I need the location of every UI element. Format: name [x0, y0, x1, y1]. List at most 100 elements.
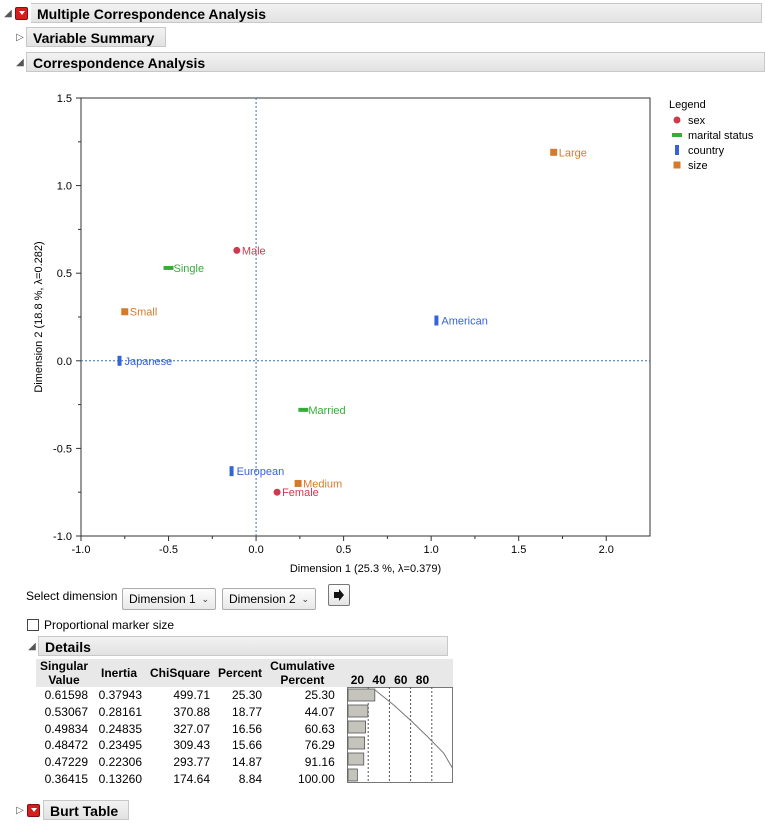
table-cell-sv: 0.61598: [44, 688, 89, 703]
point-label-european: European: [237, 466, 285, 478]
legend-marker-sex: [673, 116, 681, 124]
point-label-single: Single: [174, 263, 205, 275]
table-cell-cum: 44.07: [304, 704, 335, 719]
scree-bar: [347, 688, 375, 702]
scree-bar: [347, 720, 366, 734]
column-header: Singular Value: [36, 659, 93, 687]
x-tick-label: 1.0: [424, 544, 439, 556]
table-cell-sv: 0.49834: [44, 721, 89, 736]
scree-plot: [346, 687, 454, 783]
point-japanese: [117, 355, 122, 366]
table-row: 0.36415 0.13260 174.64 8.84 100.00: [36, 770, 453, 787]
x-tick-label: 0.0: [248, 544, 263, 556]
table-cell-chisq: 327.07: [173, 721, 211, 736]
y-tick-label: 1.5: [57, 93, 72, 105]
point-label-american: American: [441, 316, 487, 328]
table-cell-chisq: 370.88: [173, 704, 211, 719]
table-cell-cum: 76.29: [304, 738, 335, 753]
point-label-japanese: Japanese: [125, 356, 173, 368]
table-cell-sv: 0.48472: [44, 738, 89, 753]
x-tick-label: -0.5: [159, 544, 178, 556]
scree-plot-cell: [339, 687, 454, 787]
arrow-right-icon: [334, 589, 344, 601]
y-tick-label: -1.0: [53, 531, 72, 543]
y-tick-label: -0.5: [53, 443, 72, 455]
y-tick-label: 1.0: [57, 181, 72, 193]
burt-table-header[interactable]: ▷ Burt Table: [14, 800, 129, 820]
table-cell-chisq: 174.64: [173, 771, 211, 786]
column-header: Inertia: [92, 659, 147, 687]
table-cell-sv: 0.53067: [44, 704, 89, 719]
correspondence-analysis-header[interactable]: ◢ Correspondence Analysis: [14, 52, 765, 72]
scree-bar: [347, 704, 369, 718]
details-title[interactable]: Details: [38, 636, 448, 656]
point-female: [273, 488, 281, 496]
point-single: [163, 265, 174, 270]
column-header: Cumulative Percent: [266, 659, 339, 687]
x-axis-label: Dimension 1 (25.3 %, λ=0.379): [290, 563, 441, 575]
table-cell-chisq: 293.77: [173, 754, 211, 769]
table-cell-inertia: 0.23495: [98, 738, 143, 753]
table-cell-pct: 8.84: [238, 771, 263, 786]
burt-table-title[interactable]: Burt Table: [43, 800, 129, 820]
legend-marker-country: [675, 145, 679, 155]
dimension-x-select[interactable]: Dimension 1 ⌄: [122, 588, 216, 610]
point-small: [121, 308, 129, 316]
table-cell-pct: 18.77: [232, 704, 263, 719]
point-label-male: Male: [242, 245, 266, 257]
correspondence-analysis-title[interactable]: Correspondence Analysis: [26, 52, 765, 72]
collapse-triangle-icon[interactable]: ◢: [4, 7, 12, 19]
column-header: Percent: [214, 659, 267, 687]
y-tick-label: 0.5: [57, 268, 72, 280]
variable-summary-title[interactable]: Variable Summary: [26, 27, 166, 47]
point-male: [233, 246, 241, 254]
column-header-percent-scale: 20 40 60 80: [338, 659, 453, 687]
legend-marker-size: [673, 161, 681, 169]
table-cell-pct: 16.56: [232, 721, 263, 736]
legend-marker-marital-status: [672, 133, 682, 137]
table-row: 0.48472 0.23495 309.43 15.66 76.29: [36, 737, 453, 754]
table-cell-chisq: 309.43: [173, 738, 211, 753]
apply-dimension-button[interactable]: [328, 584, 350, 606]
legend-label-sex: sex: [688, 115, 706, 127]
collapse-triangle-icon[interactable]: ◢: [28, 640, 36, 652]
scree-bar: [347, 736, 365, 750]
table-cell-pct: 25.30: [232, 688, 263, 703]
legend-title: Legend: [669, 99, 706, 111]
report-title: Multiple Correspondence Analysis: [31, 3, 762, 23]
proportional-marker-label: Proportional marker size: [44, 618, 175, 632]
proportional-marker-checkbox[interactable]: [27, 619, 39, 631]
correspondence-plot[interactable]: -1.0 -0.5 0.0 0.5 1.0 1.5 2.0 -1.0 -0.5 0.0 0.5 1.0…: [0, 80, 765, 620]
expand-triangle-icon[interactable]: ▷: [16, 31, 24, 43]
point-european: [229, 466, 234, 477]
point-american: [434, 315, 439, 326]
table-cell-cum: 91.16: [304, 754, 335, 769]
chevron-down-icon: ⌄: [201, 594, 209, 604]
table-row: 0.53067 0.28161 370.88 18.77 44.07: [36, 704, 453, 721]
scree-frame: [346, 687, 453, 783]
x-tick-label: 1.5: [511, 544, 526, 556]
table-cell-sv: 0.36415: [44, 771, 89, 786]
table-cell-inertia: 0.13260: [98, 771, 143, 786]
point-medium: [294, 479, 302, 487]
table-cell-sv: 0.47229: [44, 754, 89, 769]
variable-summary-header[interactable]: ▷ Variable Summary: [14, 27, 166, 47]
legend-label-size: size: [688, 160, 708, 172]
dimension-x-value: Dimension 1: [129, 592, 196, 606]
legend-label-marital-status: marital status: [688, 130, 754, 142]
burt-table-menu-button[interactable]: [27, 803, 40, 817]
dimension-y-value: Dimension 2: [229, 592, 296, 606]
details-header[interactable]: ◢ Details: [26, 636, 448, 656]
y-tick-label: 0.0: [57, 356, 72, 368]
report-menu-button[interactable]: [15, 6, 28, 20]
column-header: ChiSquare: [146, 659, 215, 687]
expand-triangle-icon[interactable]: ▷: [16, 804, 24, 816]
collapse-triangle-icon[interactable]: ◢: [16, 56, 24, 68]
table-cell-inertia: 0.22306: [98, 754, 143, 769]
table-cell-pct: 14.87: [232, 754, 263, 769]
dimension-y-select[interactable]: Dimension 2 ⌄: [222, 588, 316, 610]
point-married: [298, 407, 309, 412]
table-cell-inertia: 0.37943: [98, 688, 143, 703]
y-axis-label: Dimension 2 (18.8 %, λ=0.282): [33, 241, 45, 392]
scree-bar: [347, 752, 364, 766]
